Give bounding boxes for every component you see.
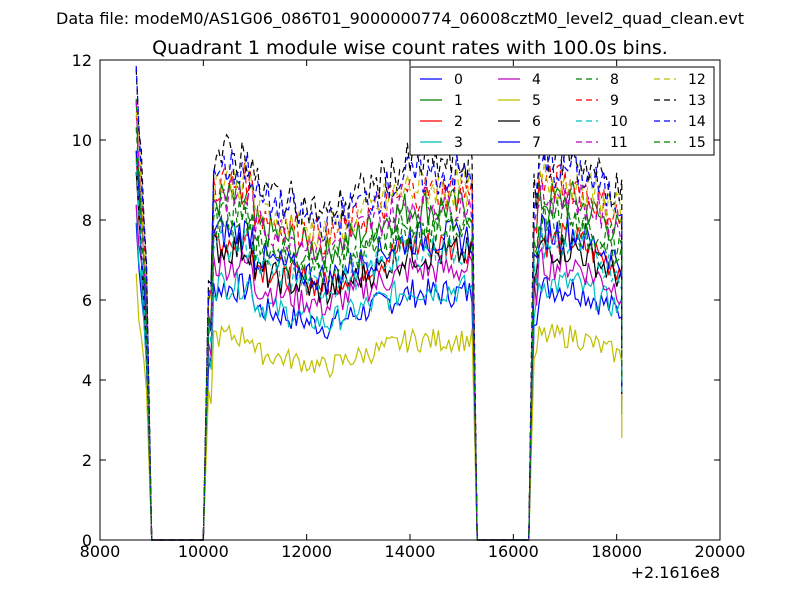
legend-label-4: 4 bbox=[532, 72, 541, 88]
legend-label-15: 15 bbox=[688, 135, 706, 151]
x-tick-label: 12000 bbox=[281, 542, 332, 561]
x-tick-label: 10000 bbox=[178, 542, 229, 561]
y-tick-label: 8 bbox=[82, 211, 92, 230]
x-tick-label: 8000 bbox=[80, 542, 121, 561]
x-tick-label: 16000 bbox=[488, 542, 539, 561]
legend-label-3: 3 bbox=[454, 135, 463, 151]
y-tick-label: 0 bbox=[82, 531, 92, 550]
chart-title: Quadrant 1 module wise count rates with … bbox=[152, 37, 668, 59]
legend-label-7: 7 bbox=[532, 135, 541, 151]
legend-label-9: 9 bbox=[610, 93, 619, 109]
x-tick-label: 14000 bbox=[385, 542, 436, 561]
series-line-4 bbox=[135, 204, 623, 541]
x-tick-label: 20000 bbox=[695, 542, 746, 561]
series-line-10 bbox=[135, 160, 623, 541]
legend-label-1: 1 bbox=[454, 93, 463, 109]
legend-label-8: 8 bbox=[610, 72, 619, 88]
x-tick-label: 18000 bbox=[591, 542, 642, 561]
legend-label-14: 14 bbox=[688, 114, 706, 130]
series-line-11 bbox=[135, 100, 623, 541]
legend-label-11: 11 bbox=[610, 135, 628, 151]
legend-label-13: 13 bbox=[688, 93, 706, 109]
series-line-9 bbox=[135, 115, 623, 541]
y-tick-label: 6 bbox=[82, 291, 92, 310]
legend-label-5: 5 bbox=[532, 93, 541, 109]
y-tick-label: 10 bbox=[72, 131, 92, 150]
legend-box bbox=[409, 66, 715, 156]
series-line-15 bbox=[135, 158, 623, 541]
plot-area bbox=[135, 65, 623, 541]
legend-label-6: 6 bbox=[532, 114, 541, 130]
series-line-13 bbox=[135, 68, 623, 541]
series-line-3 bbox=[135, 204, 623, 541]
y-tick-label: 4 bbox=[82, 371, 92, 390]
series-line-12 bbox=[135, 112, 623, 541]
y-tick-label: 2 bbox=[82, 451, 92, 470]
y-tick-label: 12 bbox=[72, 51, 92, 70]
legend-label-10: 10 bbox=[610, 114, 628, 130]
legend-label-2: 2 bbox=[454, 114, 463, 130]
axes-ticks: 8000 10000 12000 14000 16000 18000 20000 0 2 4 6 8 1… bbox=[72, 51, 746, 561]
legend-label-12: 12 bbox=[688, 72, 706, 88]
legend-label-0: 0 bbox=[454, 72, 463, 88]
x-offset-label: +2.1616e8 bbox=[631, 563, 720, 582]
data-file-suptitle: Data file: modeM0/AS1G06_086T01_90000007… bbox=[56, 9, 744, 29]
series-line-5 bbox=[135, 273, 623, 541]
series-line-0 bbox=[135, 223, 623, 541]
series-line-14 bbox=[135, 65, 623, 541]
